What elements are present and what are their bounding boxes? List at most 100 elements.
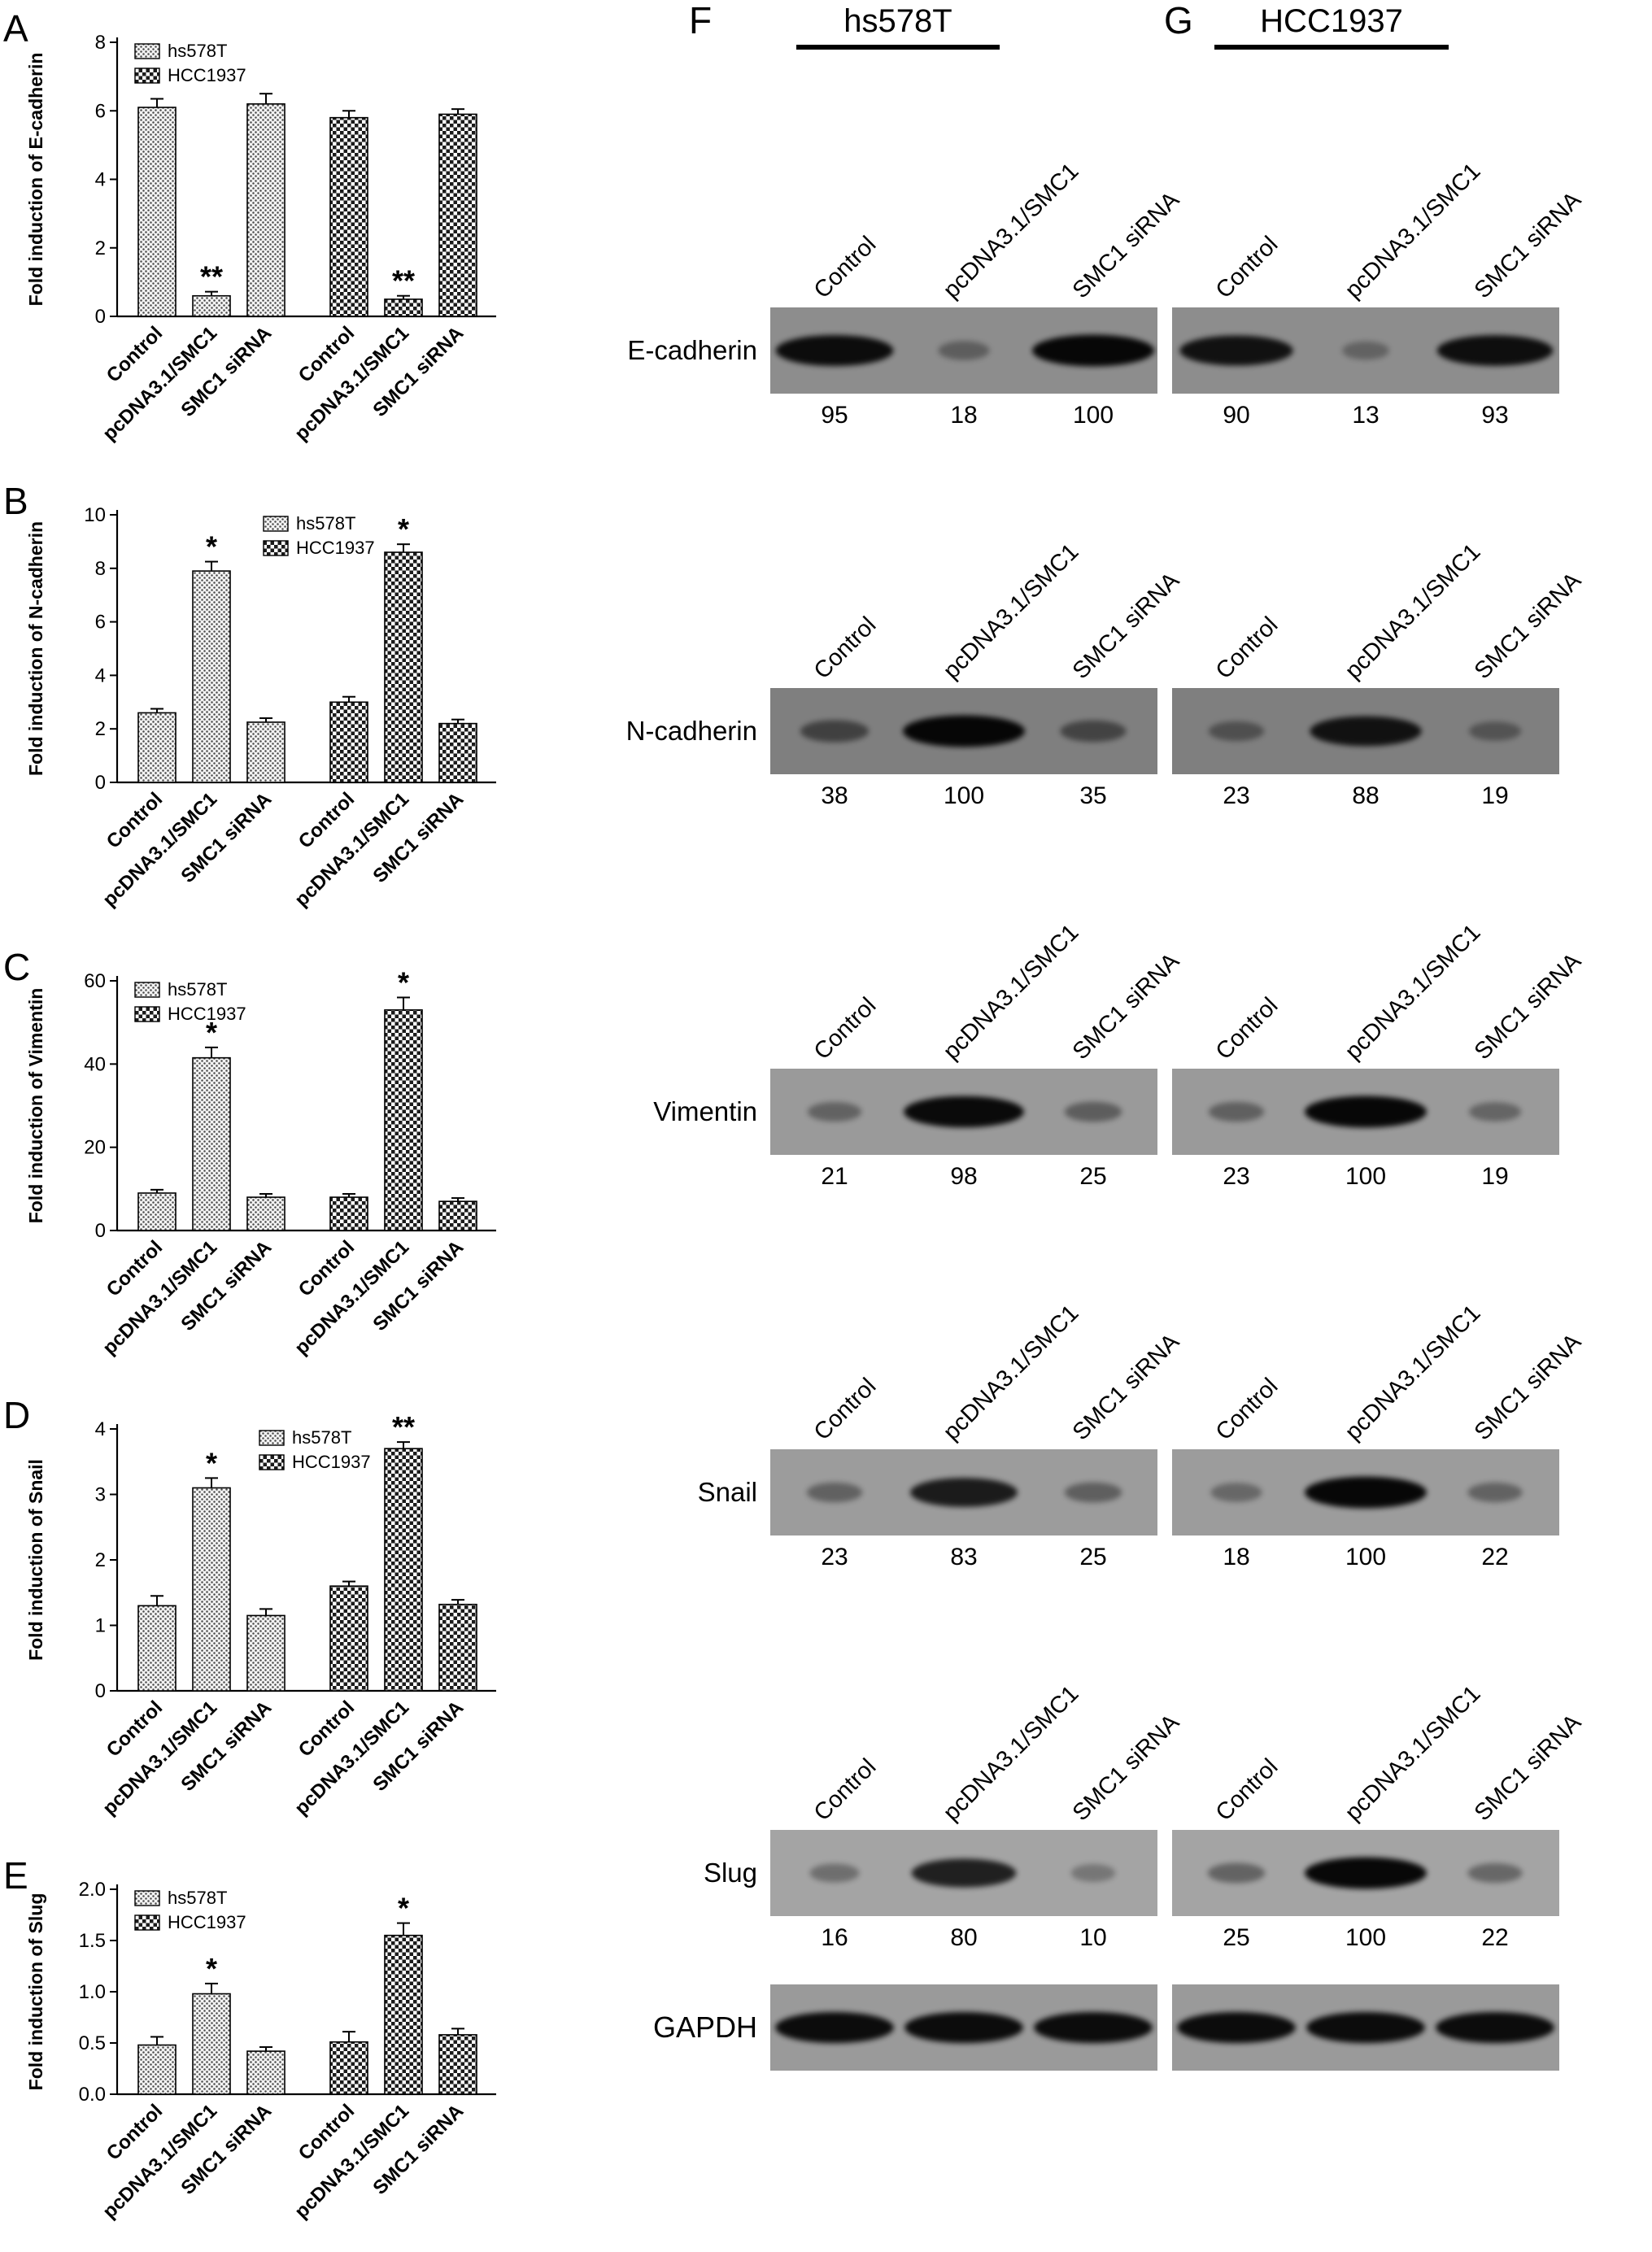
blot-row-Snail: Control pcDNA3.1/SMC1 SMC1 siRNA Control pcD… bbox=[565, 1205, 1652, 1586]
protein-band bbox=[903, 715, 1025, 747]
bar-hs578T-Control bbox=[137, 1605, 177, 1692]
bar-hs578T-Control bbox=[137, 107, 177, 317]
protein-band bbox=[904, 1096, 1024, 1128]
panel-g-title-text: HCC1937 bbox=[1260, 3, 1403, 39]
bar-hs578T-Control bbox=[137, 712, 177, 783]
bar-HCC1937-SMC1 siRNA bbox=[438, 1603, 477, 1692]
bar-HCC1937-pcDNA3.1/SMC1 bbox=[384, 1934, 423, 2095]
lane-labels: Control pcDNA3.1/SMC1 SMC1 siRNA Control pcD… bbox=[565, 1586, 1652, 1830]
bar-hs578T-Control bbox=[137, 1192, 177, 1231]
blot-row-N-cadherin: Control pcDNA3.1/SMC1 SMC1 siRNA Control pcD… bbox=[565, 444, 1652, 825]
band-intensity-value: 80 bbox=[950, 1924, 978, 1951]
lane-label: Control bbox=[809, 1753, 882, 1827]
band-intensity-value: 18 bbox=[1223, 1544, 1250, 1570]
lane-labels: Control pcDNA3.1/SMC1 SMC1 siRNA Control pcD… bbox=[565, 444, 1652, 688]
lane-label: pcDNA3.1/SMC1 bbox=[1340, 919, 1486, 1065]
band-intensity-row: 38 100 35 23 88 19 bbox=[565, 774, 1652, 825]
bar-HCC1937-Control bbox=[329, 2041, 368, 2095]
y-tick-label: 4 bbox=[95, 1418, 106, 1440]
y-axis-title: Fold induction of E-cadherin bbox=[25, 53, 46, 307]
bar-hs578T-SMC1 siRNA bbox=[246, 1614, 286, 1692]
y-tick-label: 0 bbox=[95, 1680, 106, 1702]
bar-HCC1937-SMC1 siRNA bbox=[438, 722, 477, 783]
strip-row: GAPDH bbox=[565, 1984, 1652, 2071]
legend-swatch bbox=[259, 1454, 285, 1470]
significance-marker: ** bbox=[392, 1410, 415, 1444]
blot-strip bbox=[1172, 307, 1559, 394]
protein-label: Vimentin bbox=[653, 1096, 757, 1126]
legend-label: hs578T bbox=[168, 41, 227, 61]
band-intensity-row: 95 18 100 90 13 93 bbox=[565, 394, 1652, 444]
blot-strip bbox=[1172, 1069, 1559, 1155]
blot-strip bbox=[770, 1984, 1157, 2071]
y-axis-title: Fold induction of N-cadherin bbox=[25, 521, 46, 776]
y-tick-label: 0.5 bbox=[79, 2032, 106, 2054]
y-tick-label: 4 bbox=[95, 169, 106, 191]
y-axis-title: Fold induction of Slug bbox=[25, 1893, 46, 2091]
y-axis-title: Fold induction of Vimentin bbox=[25, 988, 46, 1224]
y-tick-label: 60 bbox=[84, 970, 106, 992]
lane-label: pcDNA3.1/SMC1 bbox=[1340, 1680, 1486, 1827]
lane-label: pcDNA3.1/SMC1 bbox=[938, 1300, 1084, 1446]
band-intensity-value: 25 bbox=[1223, 1924, 1250, 1951]
lane-label: SMC1 siRNA bbox=[1067, 1709, 1185, 1827]
lane-label: pcDNA3.1/SMC1 bbox=[938, 919, 1084, 1065]
band-intensity-value: 19 bbox=[1481, 782, 1509, 809]
band-intensity-value: 38 bbox=[821, 782, 848, 809]
bar-HCC1937-pcDNA3.1/SMC1 bbox=[384, 1009, 423, 1231]
bar-HCC1937-SMC1 siRNA bbox=[438, 2034, 477, 2095]
chart-panel-A: A 0 2 4 6 8 Fold induction of E-cadherin Contro… bbox=[0, 7, 565, 474]
legend-swatch bbox=[134, 1914, 160, 1931]
y-tick-label: 0 bbox=[95, 1220, 106, 1242]
legend-swatch bbox=[263, 540, 289, 556]
bar-hs578T-pcDNA3.1/SMC1 bbox=[192, 570, 231, 783]
y-tick-label: 20 bbox=[84, 1137, 106, 1159]
bar-HCC1937-pcDNA3.1/SMC1 bbox=[384, 298, 423, 317]
panel-letter-C: C bbox=[3, 946, 31, 988]
y-tick-label: 2 bbox=[95, 1549, 106, 1571]
protein-band bbox=[1034, 2011, 1153, 2044]
band-intensity-value: 83 bbox=[950, 1544, 978, 1570]
y-tick-label: 1.5 bbox=[79, 1930, 106, 1952]
blot-strip bbox=[770, 307, 1157, 394]
lane-label: SMC1 siRNA bbox=[1067, 1328, 1185, 1446]
lane-label: SMC1 siRNA bbox=[1067, 186, 1185, 304]
legend-swatch bbox=[263, 516, 289, 532]
band-intensity-value: 88 bbox=[1352, 782, 1380, 809]
blot-strip bbox=[1172, 1984, 1559, 2071]
panel-g-title: HCC1937 bbox=[1214, 3, 1449, 50]
bar-HCC1937-Control bbox=[329, 1196, 368, 1231]
strip-row: E-cadherin bbox=[565, 307, 1652, 394]
band-intensity-row: 16 80 10 25 100 22 bbox=[565, 1916, 1652, 1967]
strip-row: Snail bbox=[565, 1449, 1652, 1535]
y-tick-label: 1.0 bbox=[79, 1981, 106, 2003]
protein-band bbox=[1207, 1862, 1266, 1884]
panel-letter-B: B bbox=[3, 480, 28, 522]
lane-label: Control bbox=[809, 231, 882, 304]
bar-hs578T-SMC1 siRNA bbox=[246, 721, 286, 783]
legend-swatch bbox=[134, 982, 160, 998]
protein-band bbox=[1070, 1864, 1116, 1882]
protein-band bbox=[910, 1478, 1018, 1507]
band-intensity-value: 35 bbox=[1079, 782, 1107, 809]
blot-strip bbox=[1172, 1449, 1559, 1535]
y-tick-label: 6 bbox=[95, 100, 106, 122]
protein-band bbox=[775, 2011, 894, 2044]
lane-label: SMC1 siRNA bbox=[1067, 567, 1185, 685]
lane-label: SMC1 siRNA bbox=[1067, 947, 1185, 1065]
band-intensity-value: 18 bbox=[950, 402, 978, 429]
protein-band bbox=[1208, 1101, 1265, 1122]
protein-label: Snail bbox=[697, 1477, 757, 1507]
lane-label: pcDNA3.1/SMC1 bbox=[1340, 538, 1486, 685]
lane-label: Control bbox=[1210, 231, 1284, 304]
lane-label: SMC1 siRNA bbox=[1469, 1328, 1587, 1446]
lane-label: Control bbox=[809, 1373, 882, 1446]
panel-letter-F: F bbox=[689, 0, 713, 41]
protein-band bbox=[1210, 1483, 1262, 1502]
bar-HCC1937-SMC1 siRNA bbox=[438, 1200, 477, 1231]
significance-marker: * bbox=[206, 1446, 217, 1479]
protein-band bbox=[1179, 335, 1293, 366]
